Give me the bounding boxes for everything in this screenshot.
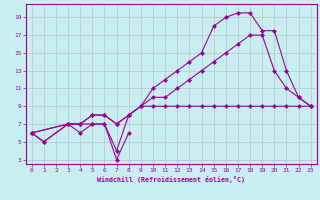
X-axis label: Windchill (Refroidissement éolien,°C): Windchill (Refroidissement éolien,°C)	[97, 176, 245, 183]
